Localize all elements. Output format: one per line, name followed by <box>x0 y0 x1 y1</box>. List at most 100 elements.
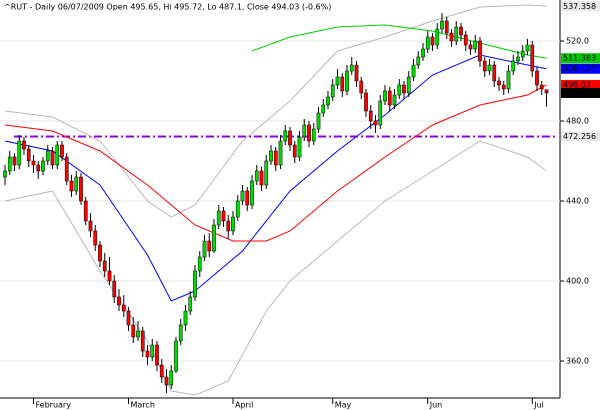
candle-body <box>373 120 378 126</box>
candle-body <box>202 240 207 258</box>
candle-body <box>544 89 549 94</box>
candle-body <box>335 76 340 86</box>
candle-body <box>155 344 159 366</box>
x-tick-label: Jul <box>533 401 544 410</box>
candle-body <box>340 76 345 92</box>
candle-body <box>31 160 36 166</box>
candle-body <box>188 296 193 312</box>
value-tag-label: 537.358 <box>563 2 596 11</box>
value-tag-label: 472.256 <box>563 132 596 141</box>
y-tick-label: 360.0 <box>566 357 589 366</box>
candle-body <box>463 34 468 46</box>
candle-body <box>330 84 335 98</box>
candle-body <box>12 156 17 166</box>
candle-body <box>482 60 487 72</box>
candle-body <box>497 80 501 86</box>
candle-body <box>3 170 7 178</box>
candle-body <box>22 140 26 150</box>
candle-body <box>359 80 364 94</box>
candle-body <box>539 84 544 90</box>
candle-body <box>121 304 126 312</box>
y-tick-label: 400.0 <box>566 277 589 286</box>
candle-body <box>411 64 416 78</box>
value-tag <box>561 87 600 98</box>
x-tick-label: February <box>36 401 72 410</box>
candle-body <box>74 176 79 192</box>
candle-body <box>349 64 354 72</box>
x-tick-label: March <box>131 401 155 410</box>
candle-body <box>444 20 449 34</box>
x-tick-label: Jun <box>429 401 443 410</box>
candle-body <box>7 156 12 172</box>
candle-body <box>250 180 254 206</box>
candle-body <box>126 310 131 326</box>
candle-body <box>17 140 22 166</box>
indicator-line <box>4 84 547 242</box>
candle-body <box>83 200 88 222</box>
candle-body <box>516 56 520 62</box>
value-tag-label: 494.03 <box>563 88 591 97</box>
indicator-line <box>4 54 547 302</box>
candle-body <box>273 150 278 166</box>
value-tag <box>561 131 600 142</box>
candle-body <box>354 64 359 82</box>
candle-body <box>55 144 60 166</box>
candle-body <box>345 70 349 92</box>
candle-body <box>430 36 435 46</box>
candle-body <box>136 330 140 338</box>
candle-body <box>387 90 392 106</box>
candle-body <box>383 90 387 102</box>
candle-body <box>235 200 240 218</box>
value-tag-label: 506.127 <box>563 64 596 73</box>
candle-body <box>307 124 311 142</box>
candle-body <box>150 344 155 358</box>
candle-body <box>316 112 321 130</box>
candle-body <box>259 170 264 186</box>
candle-body <box>473 40 478 50</box>
value-tag <box>561 63 600 74</box>
candle-body <box>506 70 511 90</box>
candle-body <box>45 150 50 162</box>
candle-body <box>207 240 212 252</box>
candle-body <box>392 94 397 106</box>
candle-body <box>520 50 525 58</box>
candle-body <box>292 144 297 158</box>
candle-body <box>178 324 183 342</box>
x-tick-label: April <box>235 401 253 410</box>
candle-body <box>88 220 93 232</box>
candle-body <box>98 244 102 262</box>
candle-body <box>288 130 292 146</box>
candle-body <box>416 56 421 66</box>
candle-body <box>169 370 174 386</box>
indicator-line <box>251 24 547 59</box>
candle-body <box>107 270 112 282</box>
candle-body <box>311 128 316 142</box>
value-tag <box>561 53 600 64</box>
candle-body <box>69 180 74 192</box>
y-tick-label: 480.0 <box>566 117 589 126</box>
chart-title: ^RUT - Daily 06/07/2009 Open 495.65, Hi … <box>4 3 331 12</box>
candle-body <box>459 26 463 36</box>
candle-body <box>174 340 178 372</box>
candle-body <box>145 350 150 358</box>
candle-body <box>164 376 169 386</box>
candle-body <box>226 220 231 232</box>
candle-body <box>525 44 530 52</box>
candle-body <box>283 130 288 142</box>
value-tag <box>561 1 600 12</box>
candle-body <box>245 190 250 206</box>
candle-body <box>79 176 83 202</box>
candle-body <box>535 70 539 86</box>
candle-body <box>487 64 492 72</box>
candle-body <box>231 216 235 232</box>
candle-body <box>435 28 440 46</box>
candle-body <box>511 60 516 72</box>
candle-body <box>50 150 55 166</box>
candle-body <box>530 44 535 72</box>
candle-body <box>193 270 197 298</box>
candle-body <box>26 148 31 162</box>
candle-body <box>60 144 64 158</box>
candle-body <box>302 124 307 138</box>
candle-body <box>140 330 145 352</box>
